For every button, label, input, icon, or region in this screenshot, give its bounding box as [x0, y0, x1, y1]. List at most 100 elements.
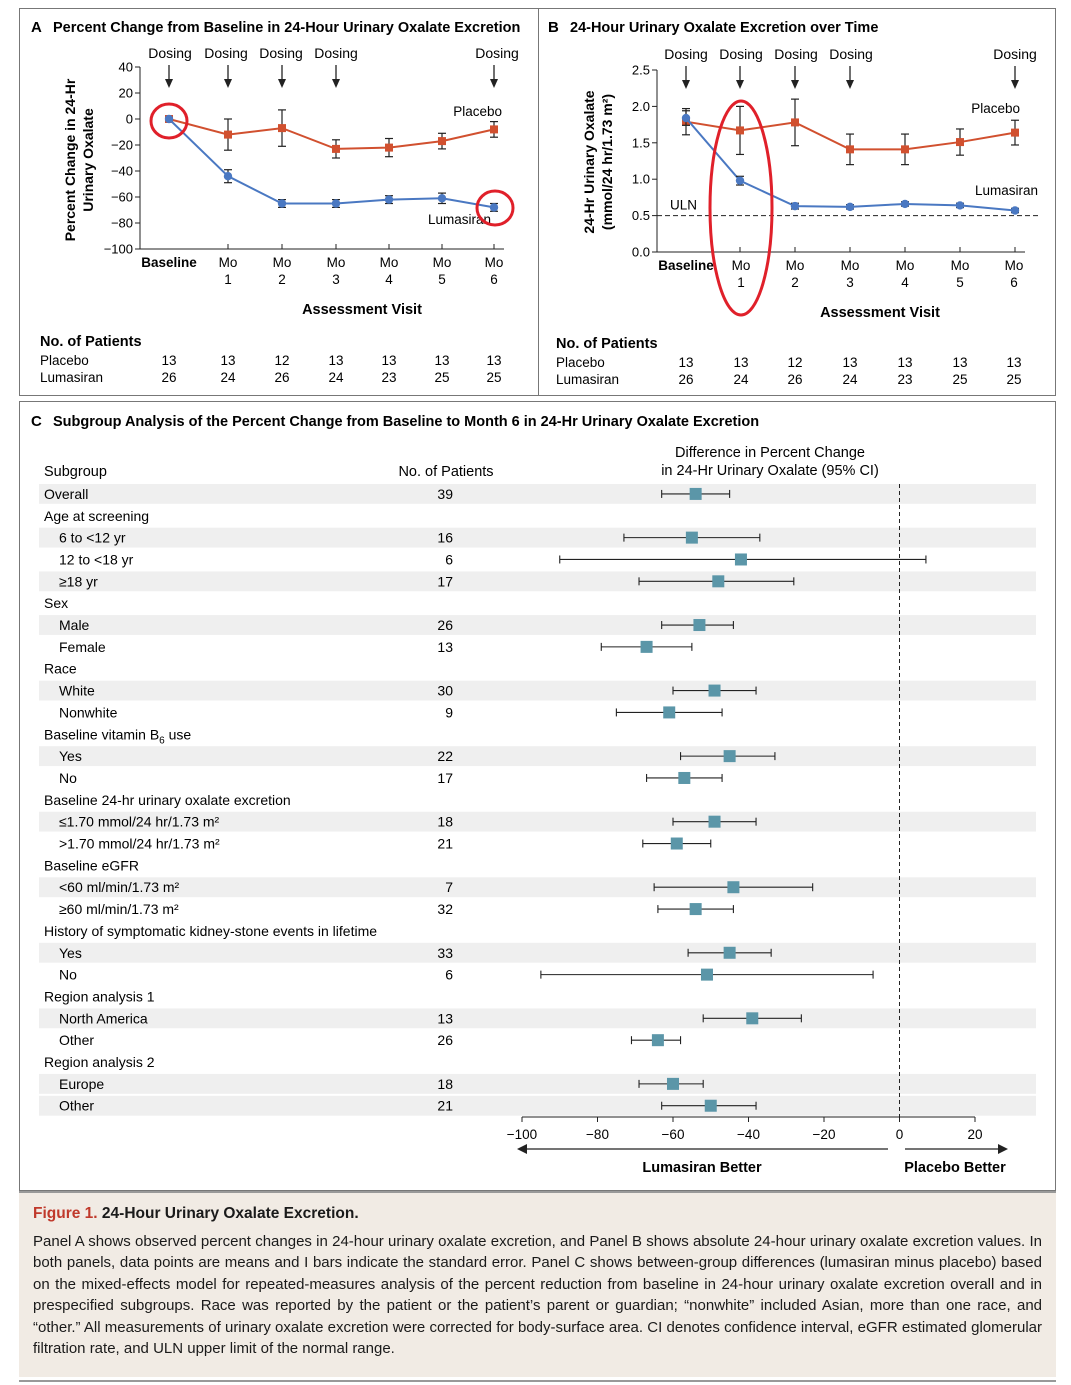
- panel-a-patients-count: 23: [381, 370, 396, 385]
- panel-a-dosing-arrowhead: [278, 79, 286, 88]
- panel-b-dosing-label: Dosing: [664, 46, 708, 62]
- forest-estimate-marker: [727, 881, 740, 894]
- forest-row-label: Yes: [59, 945, 82, 961]
- panel-a-patients-count: 13: [161, 353, 176, 368]
- panel-b-x-tick-label: Mo: [1005, 258, 1024, 273]
- forest-row-n: 17: [437, 573, 453, 589]
- panel-b-dosing-label: Dosing: [719, 46, 763, 62]
- forest-estimate-marker: [700, 968, 713, 981]
- forest-estimate-marker: [746, 1012, 759, 1025]
- panel-a-highlight-circle: [475, 189, 515, 227]
- panel-a-lumasiran-point: [437, 194, 447, 203]
- panel-a-y-tick-label: 20: [119, 86, 133, 101]
- panel-a-y-tick-label: −40: [111, 164, 133, 179]
- panel-a-placebo-point: [490, 125, 498, 134]
- forest-row-n: 21: [437, 1098, 453, 1114]
- panel-a-lumasiran-point: [384, 195, 394, 204]
- panel-b-y-tick-label: 2.5: [632, 63, 650, 78]
- forest-row-n: 26: [437, 1032, 453, 1048]
- panel-b-lumasiran-point: [1010, 206, 1020, 215]
- panel-a-patients-count: 13: [434, 353, 449, 368]
- panel-b-x-tick-label: Mo: [732, 258, 751, 273]
- panel-b-patients-count: 13: [952, 355, 967, 370]
- caption-body: Panel A shows observed percent changes i…: [33, 1232, 1042, 1358]
- panel-b-lumasiran-point: [845, 202, 855, 212]
- forest-row-label: 12 to <18 yr: [59, 551, 134, 567]
- panel-b-patients-group-label: Placebo: [556, 355, 605, 370]
- panel-a-dosing-arrowhead: [165, 79, 173, 88]
- panel-b-title: 24-Hour Urinary Oxalate Excretion over T…: [570, 20, 878, 36]
- panel-a-x-tick-label: Mo: [219, 255, 238, 270]
- panel-a-dosing-arrowhead: [332, 79, 340, 88]
- panel-b-lumasiran-point: [681, 113, 691, 123]
- forest-estimate-marker: [663, 706, 676, 719]
- forest-x-tick-label: 0: [896, 1127, 904, 1142]
- panel-b-uln-label: ULN: [670, 198, 697, 213]
- forest-row-shade: [39, 942, 1036, 963]
- panel-b-placebo-point: [956, 138, 964, 147]
- panel-a-patients-title: No. of Patients: [40, 334, 142, 350]
- forest-estimate-marker: [708, 684, 721, 697]
- panel-a-x-tick-label: 4: [385, 272, 393, 287]
- panel-a-patients-count: 13: [328, 353, 343, 368]
- forest-row-label: >1.70 mmol/24 hr/1.73 m²: [59, 836, 220, 852]
- panel-a-dosing-label: Dosing: [475, 45, 519, 61]
- forest-row-n: 22: [437, 748, 453, 764]
- forest-estimate-marker: [667, 1077, 679, 1090]
- panel-a-x-tick-label: Mo: [327, 255, 346, 270]
- caption-title: Figure 1. 24-Hour Urinary Oxalate Excret…: [33, 1203, 1042, 1225]
- panel-a-patients-count: 13: [486, 353, 501, 368]
- panel-a-patients-count: 24: [220, 370, 236, 385]
- forest-row-label: ≥60 ml/min/1.73 m²: [59, 901, 179, 917]
- panel-a-x-tick-label: Mo: [380, 255, 399, 270]
- panel-b-x-tick-label: Baseline: [658, 258, 714, 273]
- panel-a-x-axis-label: Assessment Visit: [302, 302, 422, 318]
- panel-a-lumasiran-point: [277, 199, 287, 208]
- panel-a-x-tick-label: Baseline: [141, 255, 197, 270]
- figure-title: 24-Hour Urinary Oxalate Excretion.: [101, 1205, 359, 1222]
- panel-a-patients-group-label: Lumasiran: [40, 370, 103, 385]
- panel-b-x-tick-label: Mo: [841, 258, 860, 273]
- forest-row-n: 32: [437, 901, 453, 917]
- forest-estimate-marker: [734, 553, 747, 566]
- forest-group-label: Race: [44, 661, 77, 677]
- panel-c-title: Subgroup Analysis of the Percent Change …: [53, 414, 759, 430]
- forest-estimate-marker: [712, 575, 725, 588]
- forest-estimate-marker: [693, 619, 706, 632]
- forest-row-n: 6: [445, 967, 453, 983]
- panel-a-placebo-point: [278, 124, 286, 133]
- panel-a-placebo-label: Placebo: [453, 104, 502, 119]
- panel-b-placebo-point: [791, 118, 799, 127]
- panel-c-frame: [19, 401, 1056, 1191]
- panel-a-y-axis-label: Percent Change in 24-Hr: [62, 78, 78, 241]
- bottom-rule: [19, 1380, 1056, 1382]
- forest-row-label: No: [59, 967, 77, 983]
- forest-row-shade: [39, 746, 1036, 767]
- panel-a-lumasiran-point: [164, 114, 174, 124]
- forest-row-n: 18: [437, 814, 453, 830]
- forest-row-shade: [39, 1008, 1036, 1029]
- forest-group-label: Age at screening: [44, 508, 149, 524]
- forest-estimate-marker: [685, 531, 698, 544]
- panel-b-y-tick-label: 0.0: [632, 245, 650, 260]
- panel-a-dosing-label: Dosing: [204, 45, 248, 61]
- panel-a-placebo-point: [385, 143, 393, 152]
- forest-row-label: Yes: [59, 748, 82, 764]
- panel-a-patients-count: 13: [381, 353, 396, 368]
- panel-b-patients-count: 13: [1006, 355, 1021, 370]
- panel-b-dosing-label: Dosing: [774, 46, 818, 62]
- forest-row-shade: [39, 811, 1036, 832]
- panel-a-patients-count: 12: [274, 353, 289, 368]
- panel-a-patients-count: 24: [328, 370, 344, 385]
- forest-group-label: Sex: [44, 595, 68, 611]
- forest-estimate-marker: [640, 640, 653, 653]
- forest-estimate-marker: [670, 837, 683, 850]
- forest-row-label: Other: [59, 1032, 94, 1048]
- panel-a-patients-group-label: Placebo: [40, 353, 89, 368]
- panel-a-patients-count: 26: [161, 370, 176, 385]
- forest-row-label: Male: [59, 617, 90, 633]
- panel-b-dosing-label: Dosing: [993, 46, 1037, 62]
- panel-a-lumasiran-point: [223, 172, 233, 181]
- panel-b-patients-count: 25: [1006, 372, 1021, 387]
- forest-row-n: 17: [437, 770, 453, 786]
